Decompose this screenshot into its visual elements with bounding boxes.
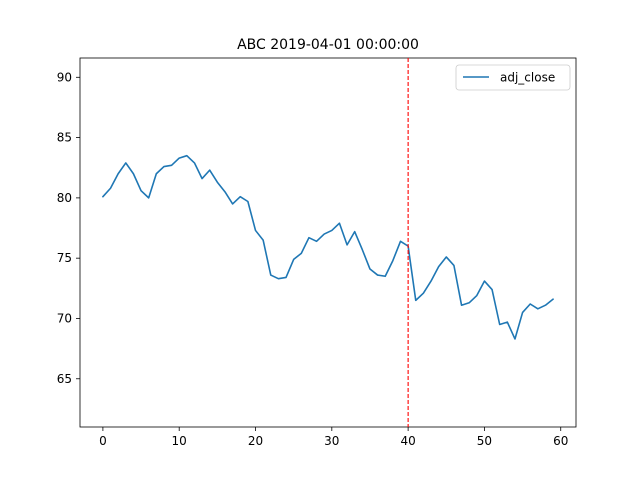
y-tick-label: 70 [57, 311, 72, 325]
x-tick-label: 30 [324, 434, 339, 448]
y-tick-label: 65 [57, 372, 72, 386]
legend-label: adj_close [500, 71, 555, 85]
legend-box [455, 64, 571, 91]
series-line-adj_close [102, 154, 554, 340]
plot-area: 0 10 20 30 40 50 60 65 70 75 80 85 90 adj_close [57, 57, 577, 448]
axes-frame [79, 57, 577, 428]
x-tick-label: 60 [553, 434, 568, 448]
x-tick-label: 50 [477, 434, 492, 448]
x-tick-label: 0 [99, 434, 107, 448]
chart-title: ABC 2019-04-01 00:00:00 [237, 37, 419, 53]
x-tick-label: 20 [248, 434, 263, 448]
y-tick-label: 75 [57, 251, 72, 265]
y-tick-label: 80 [57, 191, 72, 205]
legend: adj_close [455, 64, 571, 91]
y-tick-label: 85 [57, 131, 72, 145]
y-tick-label: 90 [57, 70, 72, 84]
x-tick-label: 40 [400, 434, 415, 448]
x-tick-label: 10 [172, 434, 187, 448]
